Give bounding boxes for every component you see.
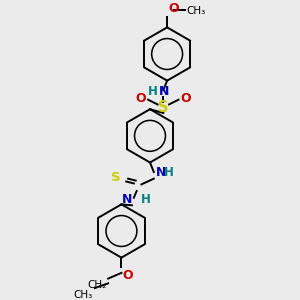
Text: S: S bbox=[158, 100, 169, 115]
Text: O: O bbox=[122, 269, 133, 282]
Text: S: S bbox=[111, 171, 121, 184]
Text: O: O bbox=[136, 92, 146, 105]
Text: H: H bbox=[148, 85, 158, 98]
Text: H: H bbox=[140, 193, 150, 206]
Text: N: N bbox=[156, 167, 166, 179]
Text: O: O bbox=[181, 92, 191, 105]
Text: CH₃: CH₃ bbox=[186, 6, 206, 16]
Text: O: O bbox=[168, 2, 179, 15]
Text: N: N bbox=[122, 193, 132, 206]
Text: N: N bbox=[159, 85, 169, 98]
Text: H: H bbox=[164, 167, 174, 179]
Text: CH₂: CH₂ bbox=[87, 280, 106, 290]
Text: CH₃: CH₃ bbox=[74, 290, 93, 300]
